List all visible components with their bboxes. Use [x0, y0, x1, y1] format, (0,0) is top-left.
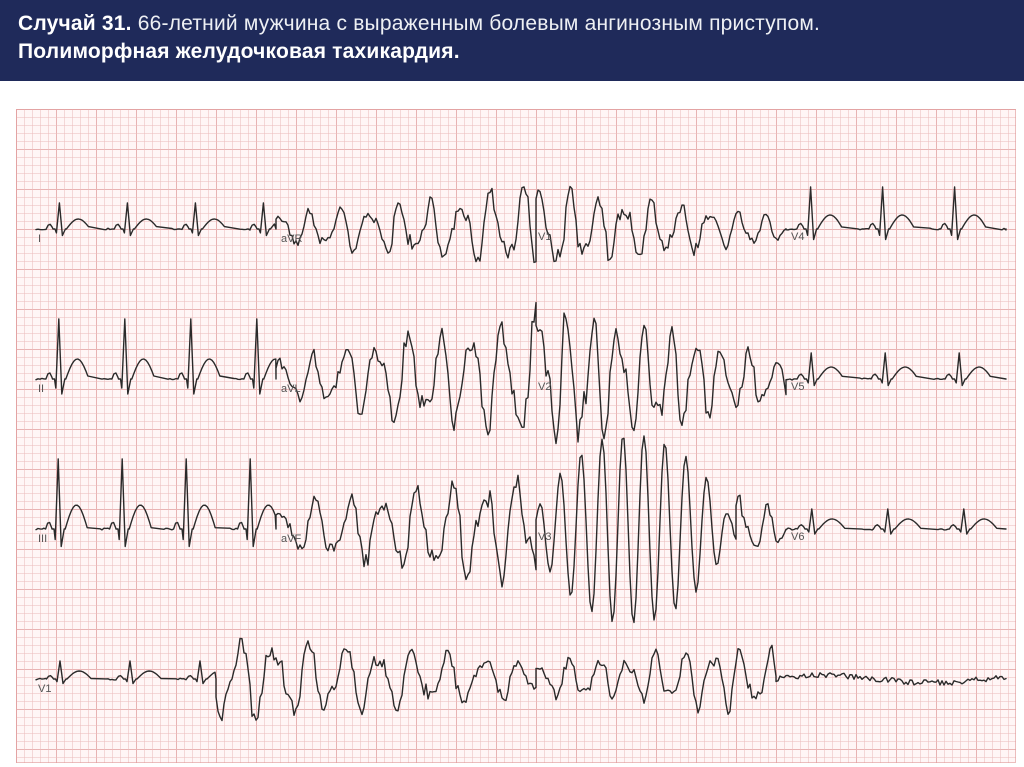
lead-label: V1: [538, 231, 551, 243]
lead-label: V1: [38, 683, 51, 695]
ecg-area: IaVR V1 V4 II aVL V2 V5 III aVF V3 V6 V1: [0, 81, 1024, 767]
lead-label: I: [38, 233, 41, 245]
case-body: 66-летний мужчина с выраженным болевым а…: [132, 12, 820, 35]
ecg-trace-row-2: [36, 302, 1006, 443]
header-text: Случай 31. 66-летний мужчина с выраженны…: [18, 10, 1006, 67]
slide-header: Случай 31. 66-летний мужчина с выраженны…: [0, 0, 1024, 81]
diagnosis: Полиморфная желудочковая тахикардия.: [18, 38, 1006, 66]
ecg-traces: [16, 109, 1016, 763]
lead-label: V3: [538, 531, 551, 543]
lead-label: V4: [791, 231, 804, 243]
case-label: Случай 31.: [18, 12, 132, 35]
lead-label: II: [38, 383, 44, 395]
lead-label: V6: [791, 531, 804, 543]
ecg-trace-row-4: [36, 638, 1006, 720]
lead-label: III: [38, 533, 47, 545]
lead-label: aVF: [281, 533, 301, 545]
lead-label: aVL: [281, 383, 301, 395]
lead-label: V5: [791, 381, 804, 393]
ecg-trace-row-1: [36, 186, 1006, 262]
lead-label: aVR: [281, 233, 302, 245]
ecg-trace-row-3: [36, 436, 1006, 623]
lead-label: V2: [538, 381, 551, 393]
